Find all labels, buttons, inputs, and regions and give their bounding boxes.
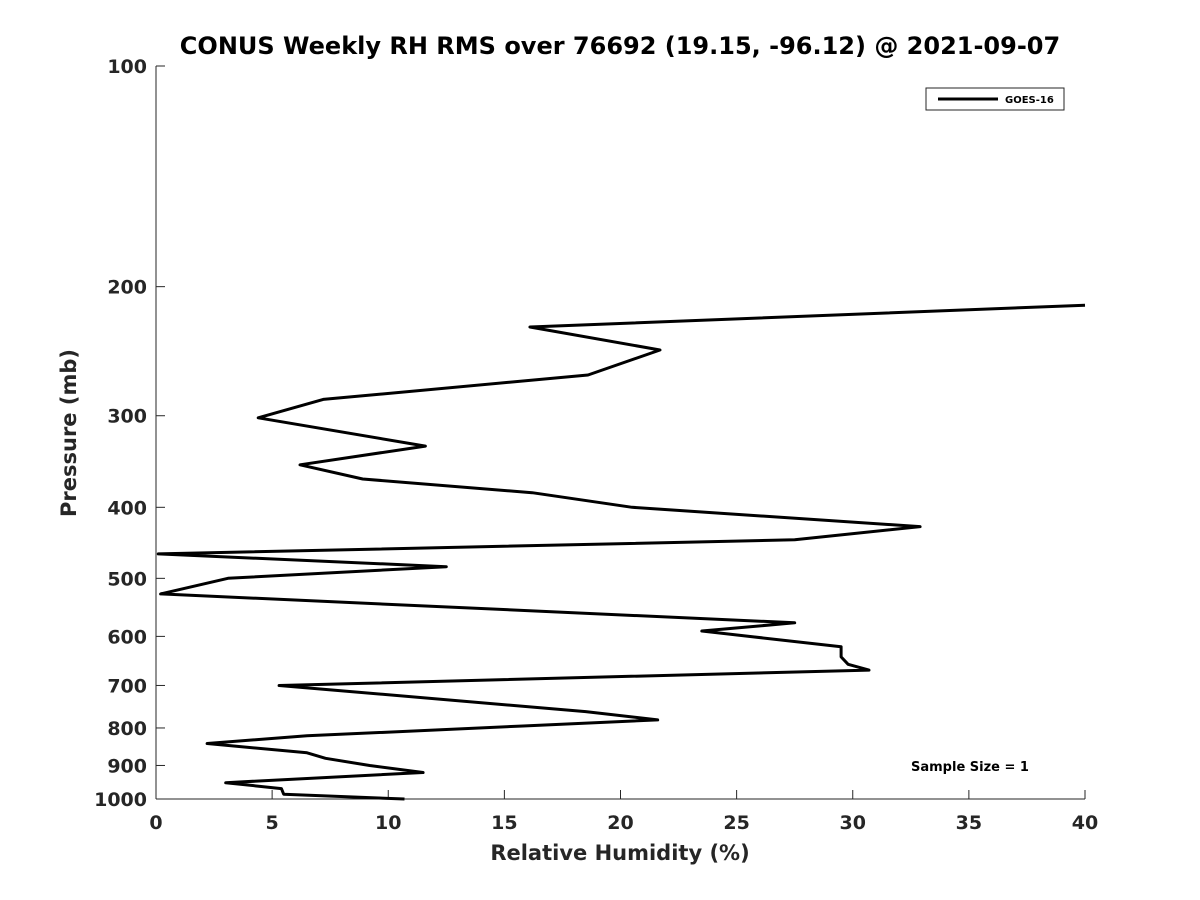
y-tick-label: 400 xyxy=(107,497,147,519)
y-tick-label: 200 xyxy=(107,277,147,299)
sample-size-annotation: Sample Size = 1 xyxy=(911,760,1029,775)
x-tick-label: 10 xyxy=(375,812,401,834)
y-tick-label: 900 xyxy=(107,755,147,777)
x-tick-label: 30 xyxy=(840,812,866,834)
legend-label-goes16: GOES-16 xyxy=(1005,95,1054,106)
x-tick-label: 0 xyxy=(149,812,162,834)
x-axis-label: Relative Humidity (%) xyxy=(490,841,749,865)
chart-title: CONUS Weekly RH RMS over 76692 (19.15, -… xyxy=(180,32,1060,60)
series-line-goes16 xyxy=(156,303,1086,801)
x-tick-label: 15 xyxy=(491,812,517,834)
x-tick-label: 35 xyxy=(956,812,982,834)
x-tick-label: 20 xyxy=(607,812,633,834)
x-tick-label: 25 xyxy=(723,812,749,834)
y-axis-label: Pressure (mb) xyxy=(57,349,81,517)
y-tick-label: 700 xyxy=(107,675,147,697)
series-layer xyxy=(156,303,1086,801)
y-axis-ticks: 100 200 300 400 500 600 700 800 900 1000 xyxy=(94,56,165,811)
plot-axes xyxy=(155,66,1085,800)
y-tick-label: 300 xyxy=(107,406,147,428)
x-tick-label: 5 xyxy=(266,812,279,834)
x-axis-ticks: 0 5 10 15 20 25 30 35 40 xyxy=(149,790,1098,834)
y-tick-label: 800 xyxy=(107,718,147,740)
x-tick-label: 40 xyxy=(1072,812,1098,834)
y-tick-label: 1000 xyxy=(94,789,147,811)
y-tick-label: 600 xyxy=(107,626,147,648)
legend: GOES-16 xyxy=(925,87,1065,111)
y-tick-label: 500 xyxy=(107,568,147,590)
y-tick-label: 100 xyxy=(107,56,147,78)
